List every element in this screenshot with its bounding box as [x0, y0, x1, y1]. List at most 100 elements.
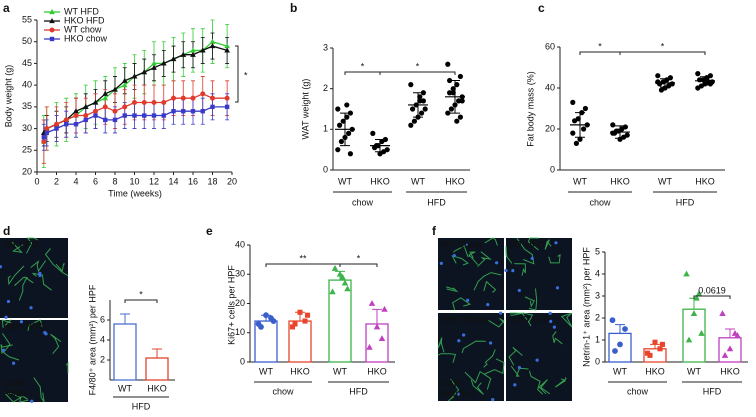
cell-membrane — [510, 365, 529, 377]
cell-membrane — [524, 296, 536, 308]
marker — [622, 326, 628, 332]
image-label: WT HFD — [3, 239, 38, 249]
y-tick-label: 1 — [595, 334, 600, 344]
cell-membrane — [538, 379, 551, 395]
marker — [304, 312, 311, 318]
cell-membrane — [510, 312, 534, 323]
marker — [121, 77, 128, 83]
nucleus — [552, 325, 556, 329]
cell-membrane — [528, 288, 538, 311]
legend-label: WT chow — [64, 24, 102, 34]
marker — [121, 82, 128, 88]
group-label: HFD — [349, 386, 368, 396]
significance-bracket — [339, 263, 378, 267]
marker — [83, 117, 88, 123]
error-bar — [615, 324, 625, 334]
marker — [171, 109, 176, 114]
nucleus — [1, 348, 6, 352]
y-tick-label: 25 — [22, 145, 32, 155]
cell-membrane — [508, 346, 523, 366]
cell-membrane — [554, 377, 567, 388]
data-point — [457, 114, 463, 120]
bar — [608, 332, 632, 363]
data-point — [344, 102, 350, 108]
y-axis-label: WAT weight (g) — [300, 79, 310, 140]
micrograph — [506, 238, 572, 310]
marker — [44, 130, 49, 136]
marker — [41, 135, 47, 140]
y-tick-label: 20 — [22, 166, 32, 176]
significance-label: * — [139, 289, 143, 299]
marker — [131, 73, 138, 79]
cell-membrane — [2, 333, 20, 361]
cell-membrane — [7, 265, 25, 286]
marker — [73, 113, 79, 119]
marker — [698, 329, 705, 336]
x-tick-label: 2 — [54, 176, 59, 186]
marker — [49, 27, 55, 33]
marker — [726, 345, 734, 352]
marker — [734, 332, 741, 339]
significance-label: * — [598, 41, 602, 51]
marker — [112, 117, 118, 123]
marker — [112, 86, 118, 92]
y-tick-label: 60 — [545, 41, 555, 51]
sd-bar — [340, 112, 350, 147]
cell-membrane — [488, 318, 505, 328]
x-tick-label: WT — [259, 366, 273, 376]
marker — [41, 139, 47, 145]
y-tick-label: 30 — [22, 123, 32, 133]
y-tick-label: 0 — [595, 356, 600, 366]
nucleus — [466, 298, 470, 302]
cell-membrane — [477, 251, 492, 267]
marker — [92, 99, 99, 105]
marker — [83, 113, 89, 119]
x-tick-label: 18 — [207, 176, 217, 186]
marker — [731, 329, 739, 336]
data-point — [658, 87, 665, 93]
panel-letter: d — [3, 224, 10, 238]
data-point — [448, 106, 454, 112]
x-tick-label: WT — [411, 176, 425, 186]
error-bar — [725, 328, 735, 338]
bar — [288, 320, 312, 363]
cell-membrane — [544, 239, 552, 250]
x-tick-label: WT — [338, 176, 352, 186]
significance-label: * — [244, 70, 248, 80]
y-tick-label: 2 — [323, 83, 328, 93]
marker — [292, 321, 298, 327]
cell-membrane — [1, 319, 12, 329]
data-point — [447, 90, 453, 96]
image-label: HKO HFD — [509, 314, 550, 324]
image-label: Netrin-1 — [441, 388, 475, 398]
nucleus — [535, 358, 539, 362]
marker — [54, 126, 59, 131]
cell-membrane — [473, 272, 502, 291]
micrograph — [438, 238, 504, 310]
marker — [151, 100, 157, 106]
cell-membrane — [11, 241, 24, 253]
nucleus — [511, 269, 515, 273]
group-label: chow — [627, 386, 649, 396]
y-tick-label: 4 — [100, 334, 105, 344]
data-point — [581, 126, 587, 132]
image-label: F4/80 — [3, 388, 26, 398]
marker — [103, 117, 108, 123]
marker — [63, 117, 69, 123]
y-axis-label: Netrin-1⁺ area (mm²) per HPF — [581, 247, 591, 367]
marker — [190, 109, 196, 114]
cell-membrane — [505, 246, 513, 264]
nucleus — [0, 265, 3, 269]
nucleus — [504, 268, 508, 273]
marker — [200, 109, 205, 114]
marker — [344, 285, 351, 292]
bar — [254, 320, 278, 363]
marker — [151, 113, 157, 118]
data-point — [610, 122, 616, 128]
nucleus — [486, 302, 490, 307]
x-tick-label: WT — [573, 176, 587, 186]
cell-membrane — [55, 263, 66, 273]
data-point — [347, 110, 353, 116]
nucleus — [495, 261, 499, 265]
